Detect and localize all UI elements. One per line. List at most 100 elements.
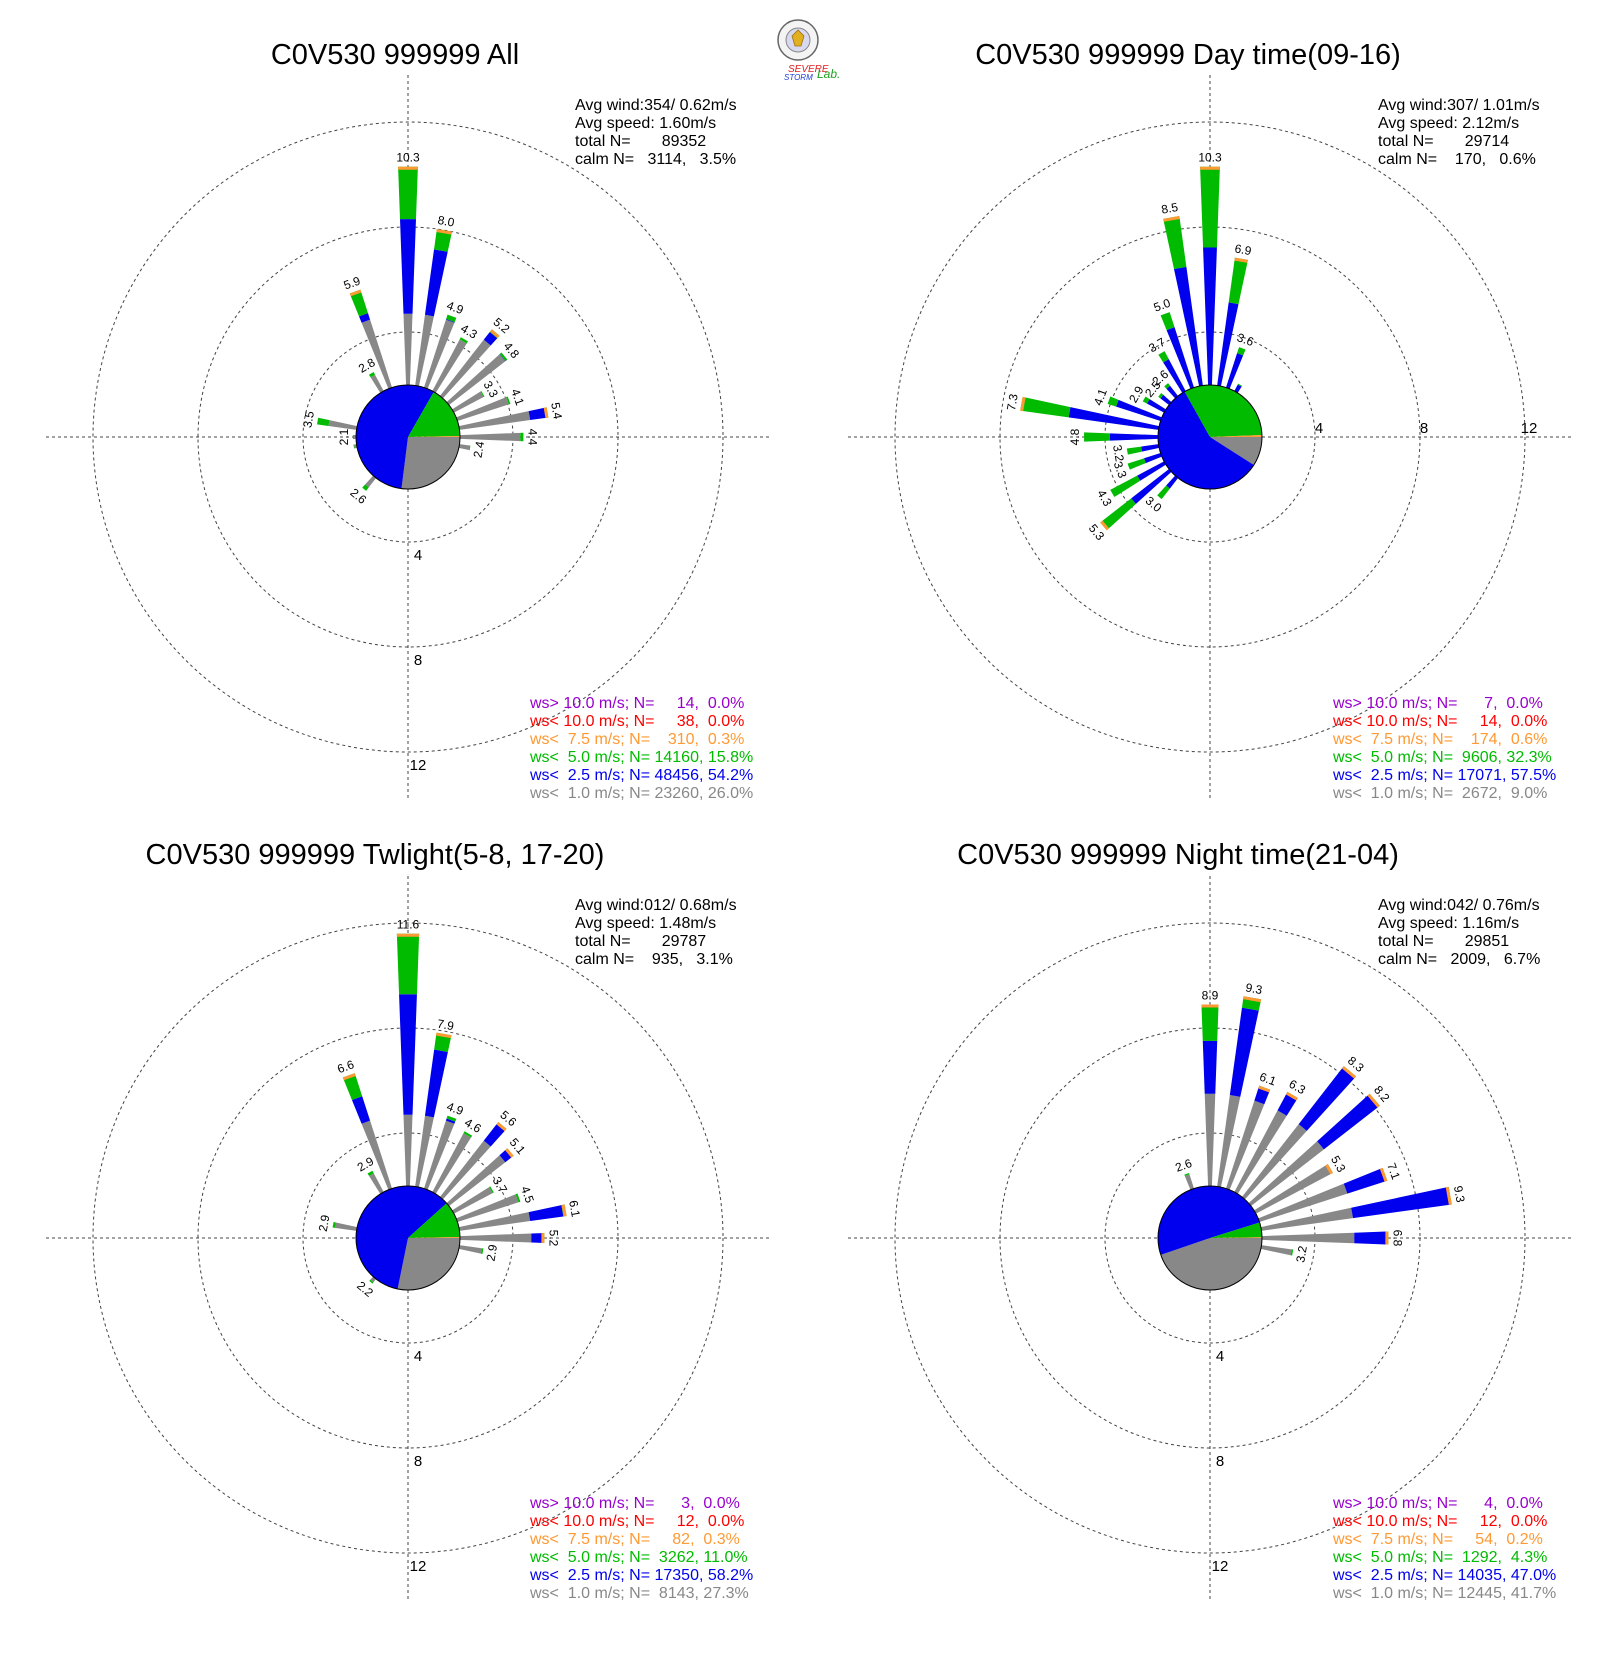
bar-250 bbox=[1127, 452, 1162, 470]
bar-230 bbox=[1100, 468, 1172, 531]
bar-segment-lt7_5 bbox=[1163, 215, 1180, 222]
bar-segment-lt2_5 bbox=[528, 1205, 564, 1222]
bar-segment-lt5 bbox=[480, 1248, 484, 1254]
bar-20 bbox=[423, 314, 457, 389]
bar-10 bbox=[415, 228, 453, 387]
bar-segment-lt7_5 bbox=[398, 166, 418, 170]
center-pie-outline bbox=[1157, 384, 1263, 490]
stat-line-2: total N= 29787 bbox=[575, 933, 706, 950]
bar-segment-lt5 bbox=[520, 432, 524, 442]
bar-segment-lt7_5 bbox=[436, 1032, 452, 1039]
bar-0 bbox=[398, 166, 418, 386]
bar-segment-lt1 bbox=[456, 397, 509, 422]
legend-entry-2: ws< 7.5 m/s; N= 82, 0.3% bbox=[529, 1531, 740, 1548]
center-pie-outline bbox=[355, 1185, 461, 1291]
ring-label-0: 4 bbox=[1315, 420, 1323, 437]
pie-slice-1 bbox=[355, 1185, 447, 1289]
bar-segment-lt7_5 bbox=[1201, 1004, 1219, 1008]
bar-segment-lt1 bbox=[458, 1245, 482, 1254]
bar-segment-lt7_5 bbox=[561, 1204, 567, 1217]
pie-slice-1 bbox=[355, 385, 434, 489]
legend-entry-4: ws< 2.5 m/s; N= 14035, 47.0% bbox=[1332, 1567, 1556, 1584]
bar-segment-lt5 bbox=[1126, 446, 1142, 455]
bar-segment-lt5 bbox=[446, 314, 457, 323]
legend-entry-3: ws< 5.0 m/s; N= 1292, 4.3% bbox=[1332, 1549, 1547, 1566]
stat-line-0: Avg wind:307/ 1.01m/s bbox=[1378, 97, 1540, 114]
bar-segment-lt5 bbox=[468, 445, 471, 451]
bar-label-20: 4.9 bbox=[445, 298, 466, 317]
bar-segment-lt2_5 bbox=[1234, 384, 1242, 393]
bar-label-280: 7.3 bbox=[1004, 392, 1021, 411]
ring-2 bbox=[92, 121, 724, 753]
bar-segment-lt5 bbox=[353, 444, 355, 449]
legend-entry-3: ws< 5.0 m/s; N= 9606, 32.3% bbox=[1332, 749, 1552, 766]
center-pie bbox=[355, 1185, 461, 1291]
bar-segment-lt5 bbox=[1100, 498, 1136, 531]
bar-segment-lt2_5 bbox=[1343, 1168, 1387, 1194]
bar-segment-lt5 bbox=[396, 933, 420, 995]
bar-segment-lt7_5 bbox=[543, 407, 549, 418]
bar-segment-lt2_5 bbox=[1166, 385, 1179, 399]
bar-label-280: 3.5 bbox=[300, 410, 317, 429]
bar-segment-lt7_5 bbox=[490, 329, 500, 338]
bar-30 bbox=[1234, 1091, 1298, 1194]
bar-segment-lt5 bbox=[489, 1186, 494, 1194]
ring-label-2: 12 bbox=[1212, 1558, 1229, 1575]
bar-segment-lt2_5 bbox=[483, 331, 498, 346]
bar-segment-lt2_5 bbox=[1298, 1067, 1355, 1131]
bar-80 bbox=[1260, 1186, 1452, 1231]
bar-segment-lt5 bbox=[1020, 396, 1071, 418]
bar-segment-lt5 bbox=[1158, 351, 1169, 363]
bar-segment-lt5 bbox=[1200, 166, 1220, 248]
bar-segment-lt5 bbox=[332, 1222, 336, 1228]
legend-entry-1: ws< 10.0 m/s; N= 12, 0.0% bbox=[529, 1513, 744, 1530]
bar-segment-lt5 bbox=[446, 1115, 457, 1122]
bar-label-20: 4.9 bbox=[445, 1099, 466, 1118]
bar-segment-lt2_5 bbox=[1254, 1087, 1270, 1105]
bar-label-70: 4.1 bbox=[508, 387, 527, 408]
logo-line2: STORM bbox=[784, 73, 813, 82]
bar-label-10: 8.0 bbox=[437, 213, 456, 230]
pie-slice-3 bbox=[408, 435, 460, 437]
bar-segment-lt7_5 bbox=[1200, 166, 1220, 170]
bar-80 bbox=[458, 407, 549, 430]
bar-segment-lt5 bbox=[1157, 485, 1170, 500]
pie-slice-2 bbox=[1184, 384, 1262, 437]
bar-segment-lt1 bbox=[446, 354, 506, 406]
bar-segment-lt1 bbox=[423, 319, 455, 389]
bar-label-10: 9.3 bbox=[1245, 980, 1264, 997]
bar-segment-lt5 bbox=[398, 166, 418, 220]
bar-label-80: 9.3 bbox=[1451, 1185, 1468, 1204]
bar-segment-lt1 bbox=[1234, 1110, 1287, 1194]
bar-segment-lt1 bbox=[334, 1222, 358, 1231]
bar-segment-lt7_5 bbox=[1445, 1186, 1452, 1205]
bar-20 bbox=[1225, 1085, 1271, 1190]
bar-350 bbox=[1163, 215, 1203, 387]
bar-label-20: 3.6 bbox=[1235, 330, 1256, 349]
bar-340 bbox=[349, 289, 393, 389]
bar-300 bbox=[1142, 396, 1166, 413]
bar-segment-lt5 bbox=[506, 396, 511, 405]
bar-segment-lt1 bbox=[439, 339, 491, 399]
bar-segment-lt1 bbox=[353, 435, 357, 439]
bar-label-70: 4.5 bbox=[518, 1184, 537, 1205]
bar-260 bbox=[1126, 444, 1160, 455]
bar-segment-lt7_5 bbox=[1258, 1085, 1271, 1093]
legend-entry-1: ws< 10.0 m/s; N= 12, 0.0% bbox=[1332, 1513, 1547, 1530]
ring-2 bbox=[92, 922, 724, 1554]
bar-segment-lt2_5 bbox=[1109, 433, 1159, 441]
pie-slice-1 bbox=[1158, 1186, 1260, 1255]
legend-entry-5: ws< 1.0 m/s; N= 8143, 27.3% bbox=[529, 1585, 749, 1602]
bar-segment-lt1 bbox=[361, 319, 393, 389]
ring-label-1: 8 bbox=[414, 1453, 422, 1470]
bar-segment-lt5 bbox=[1237, 383, 1243, 387]
bar-70 bbox=[1258, 1167, 1388, 1223]
ring-2 bbox=[894, 121, 1526, 753]
bar-segment-lt2_5 bbox=[483, 1124, 505, 1147]
bar-segment-lt7_5 bbox=[1325, 1164, 1333, 1175]
bar-340 bbox=[1184, 1173, 1195, 1190]
bar-label-270: 4.8 bbox=[1068, 428, 1082, 445]
bar-segment-lt1 bbox=[423, 1120, 455, 1190]
bar-segment-lt7_5 bbox=[1234, 257, 1248, 263]
bar-segment-lt2_5 bbox=[359, 313, 371, 323]
